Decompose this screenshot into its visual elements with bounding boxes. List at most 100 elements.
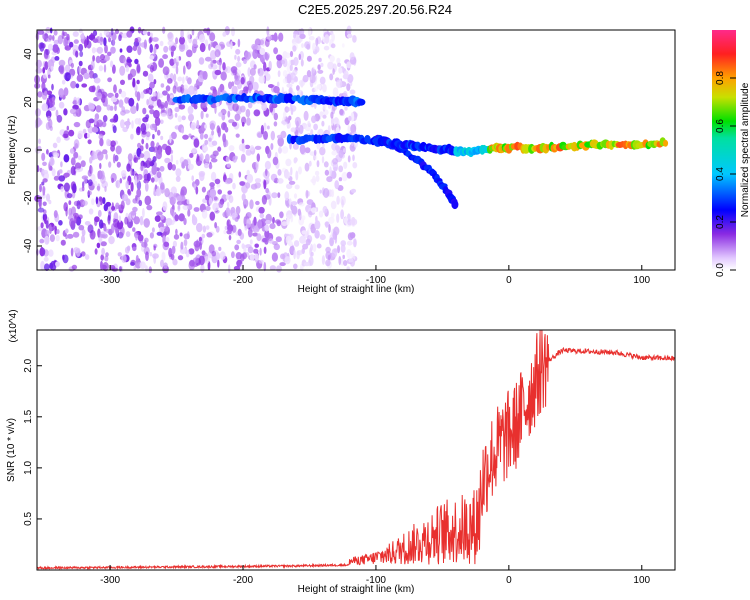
noise-blob bbox=[126, 45, 133, 53]
noise-blob bbox=[301, 43, 304, 48]
noise-blob bbox=[81, 83, 88, 88]
noise-blob bbox=[214, 222, 218, 229]
branch-mark bbox=[662, 139, 669, 147]
noise-blob bbox=[35, 117, 42, 128]
colorbar-label: Normalized spectral amplitude bbox=[740, 82, 750, 217]
noise-blob bbox=[215, 101, 220, 107]
colorbar-tick-label: 0.6 bbox=[715, 119, 726, 133]
noise-blob bbox=[162, 90, 168, 96]
noise-blob bbox=[293, 33, 297, 39]
noise-blob bbox=[314, 170, 320, 176]
noise-blob bbox=[293, 249, 296, 260]
noise-blob bbox=[134, 175, 138, 186]
noise-blob bbox=[112, 153, 116, 164]
noise-blob bbox=[118, 34, 122, 42]
noise-blob bbox=[98, 65, 104, 72]
noise-blob bbox=[192, 38, 198, 48]
noise-blob bbox=[178, 104, 186, 110]
noise-blob bbox=[249, 199, 254, 210]
noise-blob bbox=[152, 156, 157, 162]
snr-x-ticks: -300 -200 -100 0 100 bbox=[100, 565, 651, 586]
noise-blob bbox=[290, 166, 293, 176]
noise-blob bbox=[231, 212, 238, 218]
noise-blob bbox=[145, 251, 149, 262]
noise-blob bbox=[88, 179, 93, 187]
noise-blob bbox=[290, 214, 294, 223]
noise-blob bbox=[130, 133, 134, 140]
noise-blob bbox=[120, 79, 125, 86]
noise-blob bbox=[211, 250, 217, 257]
noise-blob bbox=[319, 189, 322, 194]
noise-blob bbox=[102, 149, 108, 155]
noise-blob bbox=[312, 42, 316, 52]
noise-blob bbox=[160, 112, 167, 117]
noise-blob bbox=[163, 262, 168, 269]
noise-blob bbox=[44, 90, 48, 96]
spectrogram-y-ticks: -40 -20 0 20 40 bbox=[23, 48, 42, 253]
noise-blob bbox=[349, 52, 355, 60]
noise-blob bbox=[305, 189, 309, 199]
noise-blob bbox=[292, 143, 299, 150]
noise-blob bbox=[53, 30, 58, 36]
noise-blob bbox=[292, 45, 297, 52]
noise-blob bbox=[151, 227, 155, 233]
noise-blob bbox=[96, 242, 101, 249]
noise-blob bbox=[140, 91, 145, 99]
snr-panel: -300 -200 -100 0 100 0.5 1.0 1.5 2.0 Height of … bbox=[6, 309, 676, 595]
noise-blob bbox=[37, 145, 42, 151]
noise-blob bbox=[175, 37, 179, 45]
noise-blob bbox=[293, 77, 298, 83]
noise-blob bbox=[126, 58, 133, 63]
noise-blob bbox=[53, 39, 60, 45]
noise-blob bbox=[232, 182, 236, 190]
noise-blob bbox=[149, 109, 155, 115]
noise-blob bbox=[172, 85, 177, 94]
noise-blob bbox=[183, 65, 186, 75]
noise-blob bbox=[346, 33, 353, 39]
noise-blob bbox=[193, 207, 200, 212]
noise-blob bbox=[156, 211, 163, 216]
noise-blob bbox=[137, 142, 141, 149]
noise-blob bbox=[232, 155, 237, 163]
noise-blob bbox=[68, 129, 75, 137]
noise-blob bbox=[119, 178, 123, 184]
noise-blob bbox=[95, 105, 102, 113]
noise-blob bbox=[241, 138, 245, 144]
noise-blob bbox=[346, 249, 352, 259]
noise-blob bbox=[276, 134, 283, 139]
colorbar-tick-label: 0.2 bbox=[715, 215, 726, 229]
noise-blob bbox=[70, 247, 74, 257]
noise-blob bbox=[102, 262, 109, 272]
noise-blob bbox=[94, 248, 98, 255]
noise-blob bbox=[129, 261, 135, 266]
noise-blob bbox=[208, 197, 213, 206]
noise-blob bbox=[231, 251, 235, 259]
noise-blob bbox=[332, 68, 335, 75]
noise-blob bbox=[37, 29, 45, 35]
noise-blob bbox=[215, 225, 220, 233]
noise-blob bbox=[205, 194, 210, 201]
noise-blob bbox=[100, 241, 107, 247]
spectrogram-x-tick-label: -200 bbox=[233, 275, 253, 286]
noise-blob bbox=[137, 46, 142, 56]
noise-blob bbox=[165, 146, 172, 155]
noise-blob bbox=[319, 234, 326, 241]
noise-blob bbox=[228, 145, 235, 152]
noise-blob bbox=[336, 118, 340, 129]
noise-blob bbox=[178, 42, 186, 52]
noise-blob bbox=[42, 67, 46, 74]
noise-blob bbox=[249, 239, 253, 245]
snr-frame bbox=[36, 329, 676, 571]
noise-blob bbox=[265, 168, 268, 177]
snr-x-tick-label: 100 bbox=[633, 575, 650, 586]
noise-blob bbox=[42, 161, 47, 166]
noise-blob bbox=[160, 214, 165, 220]
noise-blob bbox=[288, 115, 292, 121]
noise-blob bbox=[222, 31, 227, 37]
noise-blob bbox=[152, 146, 158, 153]
noise-blob bbox=[350, 217, 356, 227]
noise-blob bbox=[58, 169, 63, 174]
spectrogram-x-label: Height of straight line (km) bbox=[298, 284, 415, 295]
noise-blob bbox=[195, 186, 199, 195]
snr-x-label: Height of straight line (km) bbox=[298, 584, 415, 595]
